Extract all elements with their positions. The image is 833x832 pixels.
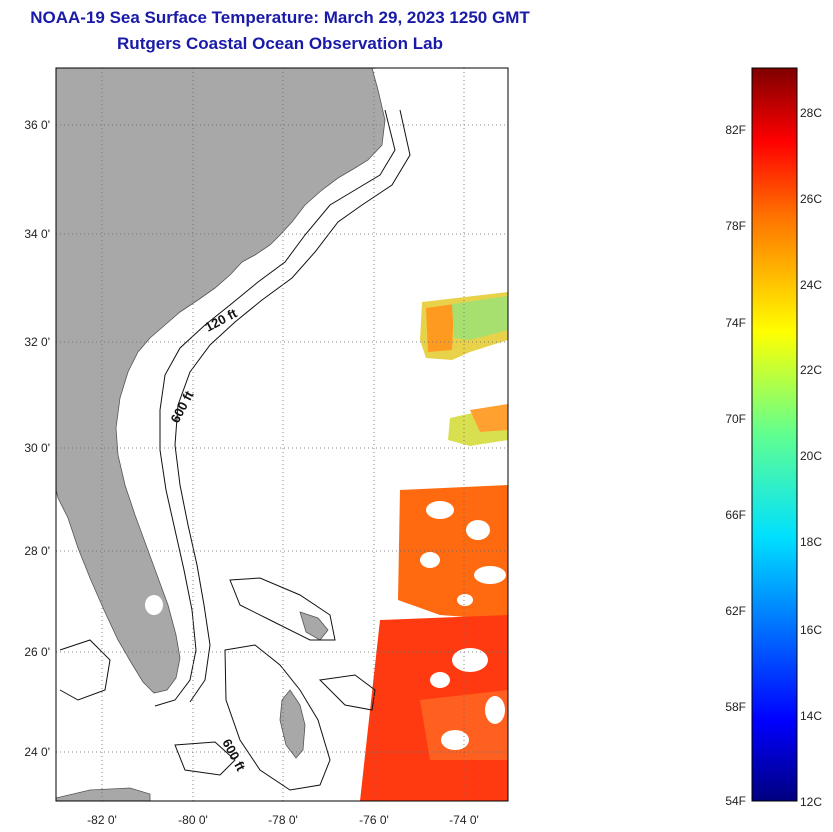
- map-title: NOAA-19 Sea Surface Temperature: March 2…: [30, 8, 530, 27]
- cuba-land: [56, 787, 151, 801]
- colorbar-c-label: 26C: [800, 192, 822, 206]
- colorbar-c-label: 14C: [800, 709, 822, 723]
- lon-tick-label: -80 0': [178, 813, 208, 827]
- colorbar-f-label: 58F: [725, 700, 746, 714]
- lat-tick-label: 32 0': [24, 335, 50, 349]
- contour-label-120ft: 120 ft: [202, 305, 240, 335]
- bahamas-land: [279, 689, 306, 759]
- lon-tick-label: -76 0': [359, 813, 389, 827]
- colorbar-f-label: 74F: [725, 316, 746, 330]
- graticule: [56, 68, 508, 801]
- lon-tick-label: -74 0': [449, 813, 479, 827]
- colorbar-f-label: 78F: [725, 219, 746, 233]
- colorbar-c-label: 16C: [800, 623, 822, 637]
- colorbar-c-label: 24C: [800, 278, 822, 292]
- colorbar-c-label: 22C: [800, 363, 822, 377]
- lat-tick-label: 34 0': [24, 227, 50, 241]
- lon-tick-label: -78 0': [268, 813, 298, 827]
- depth-contours: [59, 109, 411, 791]
- colorbar-f-label: 54F: [725, 794, 746, 808]
- lat-tick-label: 30 0': [24, 441, 50, 455]
- map-frame: [55, 67, 509, 802]
- bahamas-land-north: [299, 611, 329, 641]
- lon-tick-label: -82 0': [87, 813, 117, 827]
- lat-tick-label: 24 0': [24, 745, 50, 759]
- map-subtitle: Rutgers Coastal Ocean Observation Lab: [117, 34, 443, 53]
- contour-label-600ft: 600 ft: [167, 388, 197, 426]
- colorbar-c-label: 28C: [800, 106, 822, 120]
- lat-tick-label: 36 0': [24, 118, 50, 132]
- colorbar-c-label: 12C: [800, 795, 822, 809]
- us-coastline-land: [56, 68, 386, 694]
- colorbar-f-label: 62F: [725, 604, 746, 618]
- colorbar-c-label: 18C: [800, 535, 822, 549]
- lat-tick-label: 28 0': [24, 544, 50, 558]
- colorbar-f-label: 70F: [725, 412, 746, 426]
- sst-data: [360, 292, 508, 801]
- lat-tick-label: 26 0': [24, 645, 50, 659]
- contour-label-600ft-south: 600 ft: [219, 736, 249, 774]
- colorbar-f-label: 82F: [725, 123, 746, 137]
- colorbar-c-label: 20C: [800, 449, 822, 463]
- colorbar-f-label: 66F: [725, 508, 746, 522]
- colorbar: [751, 67, 798, 802]
